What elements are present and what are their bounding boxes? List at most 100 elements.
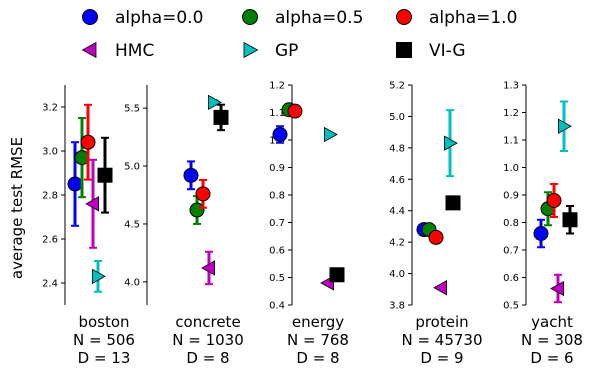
y-tick-label: 1.1: [503, 136, 519, 147]
marker-alpha-0-0: [533, 226, 549, 241]
point-protein-vi-g: [445, 195, 461, 211]
legend: alpha=0.0 alpha=0.5 alpha=1.0 HMC GP VI-G: [81, 8, 517, 61]
y-tick-label: 4.0: [124, 277, 140, 288]
marker-gp: [443, 135, 458, 151]
marker-vi-g: [213, 109, 229, 125]
y-tick-label: 0.7: [503, 246, 519, 257]
legend-entry-gp: GP: [243, 41, 298, 61]
point-concrete-alpha-1-0: [195, 178, 211, 209]
y-tick-label: 0.5: [503, 301, 519, 312]
marker-alpha-1-0: [546, 193, 562, 208]
panel-caption-n-label: N = 506: [73, 331, 135, 349]
marker-hmc: [85, 196, 99, 212]
marker-gp: [323, 126, 338, 143]
legend-entry-alpha-0-5: alpha=0.5: [242, 8, 363, 28]
marker-vi-g: [329, 267, 345, 283]
legend-entry-alpha-0-0: alpha=0.0: [82, 8, 203, 28]
point-yacht-alpha-0-0: [533, 218, 549, 249]
legend-label: alpha=0.5: [275, 8, 363, 28]
legend-marker-gp: [243, 41, 259, 59]
y-tick-label: 0.7: [269, 218, 285, 229]
legend-entry-alpha-1-0: alpha=1.0: [396, 8, 517, 28]
y-tick-label: 0.6: [503, 273, 519, 284]
panel-caption-d-label: D = 13: [78, 349, 131, 367]
legend-label: HMC: [115, 41, 154, 61]
y-tick-label: 2.4: [42, 279, 58, 290]
marker-alpha-1-0: [428, 229, 444, 245]
y-tick-label: 5.2: [389, 81, 405, 92]
point-concrete-vi-g: [213, 103, 229, 132]
point-boston-alpha-1-0: [80, 103, 96, 181]
panel-caption-dataset: concrete: [175, 313, 240, 331]
point-concrete-alpha-0-0: [183, 160, 199, 191]
y-tick-label: 4.2: [389, 238, 405, 249]
point-energy-vi-g: [329, 267, 345, 283]
point-energy-gp: [323, 126, 338, 143]
y-tick-label: 3.8: [389, 301, 405, 312]
legend-marker-alpha-0-0: [82, 9, 98, 25]
y-tick-label: 2.8: [42, 191, 58, 202]
y-tick-label: 5.0: [389, 112, 405, 123]
marker-vi-g: [445, 195, 461, 211]
y-tick-label: 0.6: [269, 246, 285, 257]
panel-caption-d-label: D = 8: [296, 349, 339, 367]
marker-gp: [92, 268, 106, 285]
point-energy-alpha-1-0: [287, 103, 303, 119]
point-yacht-gp: [558, 100, 572, 152]
legend-label: alpha=0.0: [115, 8, 203, 28]
legend-marker-vi-g: [396, 42, 412, 58]
legend-marker-hmc: [81, 41, 97, 59]
panel-caption-n-label: N = 45730: [401, 331, 482, 349]
marker-alpha-1-0: [287, 103, 303, 119]
panel-caption-d-label: D = 9: [420, 349, 463, 367]
point-yacht-alpha-1-0: [546, 183, 562, 218]
legend-marker-alpha-0-5: [242, 9, 258, 25]
y-tick-label: 3.0: [42, 147, 58, 158]
legend-entry-hmc: HMC: [81, 41, 154, 61]
marker-alpha-1-0: [195, 186, 211, 202]
y-tick-label: 1.2: [269, 81, 285, 92]
marker-vi-g: [562, 212, 578, 228]
y-tick-label: 1.1: [269, 108, 285, 119]
y-tick-label: 5.0: [124, 162, 140, 173]
legend-entry-vi-g: VI-G: [396, 41, 466, 61]
y-tick-label: 5.5: [124, 104, 140, 115]
legend-label: VI-G: [429, 41, 466, 61]
marker-gp: [558, 118, 572, 134]
point-yacht-hmc: [550, 273, 564, 304]
point-yacht-vi-g: [562, 205, 578, 235]
point-protein-alpha-1-0: [428, 229, 444, 245]
y-tick-label: 0.8: [503, 218, 519, 229]
legend-label: alpha=1.0: [429, 8, 517, 28]
marker-hmc: [201, 260, 216, 276]
point-boston-gp: [92, 260, 106, 293]
legend-marker-alpha-1-0: [396, 9, 412, 25]
marker-alpha-0-0: [272, 127, 288, 142]
panel-caption-n-label: N = 308: [521, 331, 583, 349]
y-tick-label: 4.8: [389, 143, 405, 154]
point-boston-alpha-0-5: [74, 117, 90, 199]
panel-caption-d-label: D = 6: [530, 349, 573, 367]
point-concrete-gp: [207, 94, 222, 111]
point-protein-hmc: [433, 280, 448, 296]
y-tick-label: 0.4: [269, 301, 285, 312]
panel-caption-dataset: boston: [78, 313, 129, 331]
point-concrete-hmc: [201, 250, 216, 286]
y-tick-label: 2.6: [42, 235, 58, 246]
y-tick-label: 1.0: [503, 163, 519, 174]
marker-gp: [207, 94, 222, 111]
panel-caption-dataset: protein: [415, 313, 468, 331]
y-axis-label: average test RMSE: [8, 137, 26, 279]
y-tick-label: 4.5: [124, 219, 140, 230]
legend-label: GP: [275, 41, 298, 61]
y-tick-label: 3.2: [42, 103, 58, 114]
point-boston-hmc: [85, 158, 99, 249]
y-tick-label: 0.8: [269, 191, 285, 202]
panel-caption-n-label: N = 1030: [172, 331, 244, 349]
